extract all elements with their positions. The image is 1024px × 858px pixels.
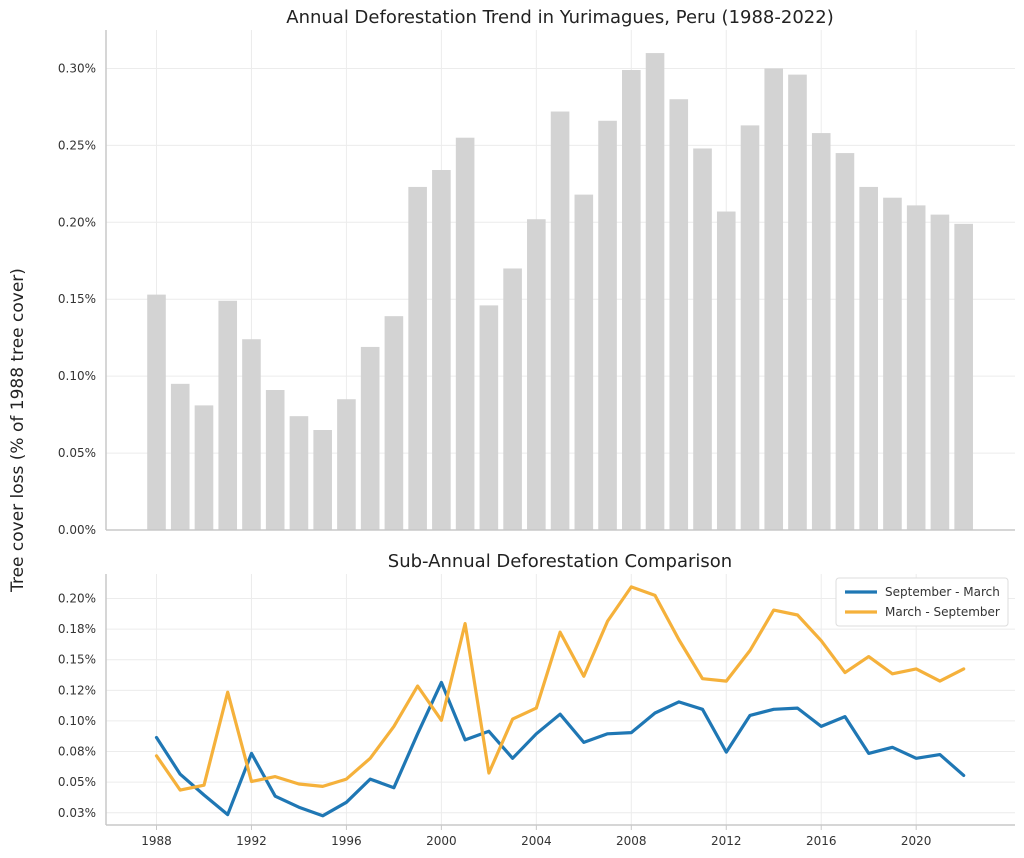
annual-bar-1990 xyxy=(194,405,214,530)
x-tick-label-2012: 2012 xyxy=(711,834,742,848)
annual-bar-2004 xyxy=(527,219,546,530)
subannual-lines xyxy=(154,585,966,818)
subannual-y-tick-label: 0.05% xyxy=(58,775,96,789)
subannual-y-tick-label: 0.03% xyxy=(58,806,96,820)
annual-bar-2014 xyxy=(764,68,784,530)
annual-bar-2016 xyxy=(811,133,831,531)
series-line-march-september xyxy=(154,585,966,792)
subannual-x-ticks: 1988 1992 1996 2000 2004 2008 2012 2016 2020 xyxy=(141,825,931,848)
x-tick-label-1988: 1988 xyxy=(141,834,172,848)
x-tick-label-2016: 2016 xyxy=(806,834,837,848)
annual-y-tick-label: 0.15% xyxy=(58,292,96,306)
x-tick-label-2020: 2020 xyxy=(901,834,932,848)
subannual-axes xyxy=(105,574,1015,826)
annual-bar-1993 xyxy=(265,390,285,530)
x-tick-label-2008: 2008 xyxy=(616,834,647,848)
subannual-y-ticks: 0.03% 0.05% 0.08% 0.10% 0.12% 0.15% 0.18% 0.20% xyxy=(58,591,96,819)
annual-y-tick-label: 0.00% xyxy=(58,523,96,537)
annual-axes xyxy=(105,30,1015,531)
annual-bars xyxy=(147,53,973,531)
series-line-september-march xyxy=(154,680,966,818)
x-tick-label-2004: 2004 xyxy=(521,834,552,848)
annual-bar-1994 xyxy=(289,416,309,530)
legend-label-march-september: March - September xyxy=(885,605,1000,619)
annual-bar-2009 xyxy=(645,53,665,530)
x-tick-label-2000: 2000 xyxy=(426,834,457,848)
annual-y-tick-label: 0.30% xyxy=(58,61,96,75)
annual-bar-2020 xyxy=(906,205,926,530)
legend: September - March March - September xyxy=(835,577,1009,627)
annual-bar-2011 xyxy=(693,148,712,530)
annual-bar-2012 xyxy=(716,211,736,531)
legend-label-september-march: September - March xyxy=(885,585,1000,599)
annual-bar-2002 xyxy=(479,305,499,530)
subannual-y-tick-label: 0.12% xyxy=(58,683,96,697)
subannual-y-tick-label: 0.20% xyxy=(58,591,96,605)
annual-bar-1989 xyxy=(170,383,190,530)
annual-bar-2010 xyxy=(669,99,689,530)
annual-bar-2013 xyxy=(740,125,760,530)
x-tick-label-1996: 1996 xyxy=(331,834,362,848)
x-tick-label-1992: 1992 xyxy=(236,834,267,848)
annual-bar-1991 xyxy=(218,300,238,530)
annual-chart-title: Annual Deforestation Trend in Yurimagues… xyxy=(286,7,833,28)
annual-bar-2017 xyxy=(835,153,855,531)
annual-bar-2000 xyxy=(432,170,451,530)
annual-bar-1998 xyxy=(384,316,404,530)
annual-bar-2018 xyxy=(859,186,878,530)
annual-bar-1996 xyxy=(337,399,356,530)
annual-y-tick-label: 0.05% xyxy=(58,446,96,460)
annual-bar-2006 xyxy=(574,194,594,530)
annual-bar-1997 xyxy=(360,346,380,530)
annual-y-tick-label: 0.20% xyxy=(58,215,96,229)
annual-bar-1999 xyxy=(408,186,427,530)
subannual-y-tick-label: 0.10% xyxy=(58,714,96,728)
annual-bar-2008 xyxy=(622,70,641,530)
subannual-y-tick-label: 0.18% xyxy=(58,622,96,636)
annual-bar-2021 xyxy=(930,214,950,530)
annual-bar-2022 xyxy=(954,223,973,530)
annual-bar-1992 xyxy=(242,339,261,530)
shared-y-axis-label: Tree cover loss (% of 1988 tree cover) xyxy=(8,268,28,593)
legend-box xyxy=(835,577,1009,627)
annual-y-ticks: 0.00% 0.05% 0.10% 0.15% 0.20% 0.25% 0.30% xyxy=(58,61,96,537)
subannual-y-tick-label: 0.15% xyxy=(58,653,96,667)
annual-bar-1995 xyxy=(313,430,332,530)
annual-bar-2003 xyxy=(503,268,522,530)
annual-bar-2001 xyxy=(455,137,475,530)
annual-bar-1988 xyxy=(147,294,166,530)
subannual-grid xyxy=(106,574,1015,825)
annual-y-tick-label: 0.10% xyxy=(58,369,96,383)
annual-bar-2005 xyxy=(550,111,570,531)
subannual-y-tick-label: 0.08% xyxy=(58,745,96,759)
annual-bar-2019 xyxy=(883,197,902,530)
annual-bar-2007 xyxy=(598,120,617,531)
annual-y-tick-label: 0.25% xyxy=(58,138,96,152)
annual-bar-2015 xyxy=(788,74,807,530)
subannual-chart-title: Sub-Annual Deforestation Comparison xyxy=(388,551,732,572)
